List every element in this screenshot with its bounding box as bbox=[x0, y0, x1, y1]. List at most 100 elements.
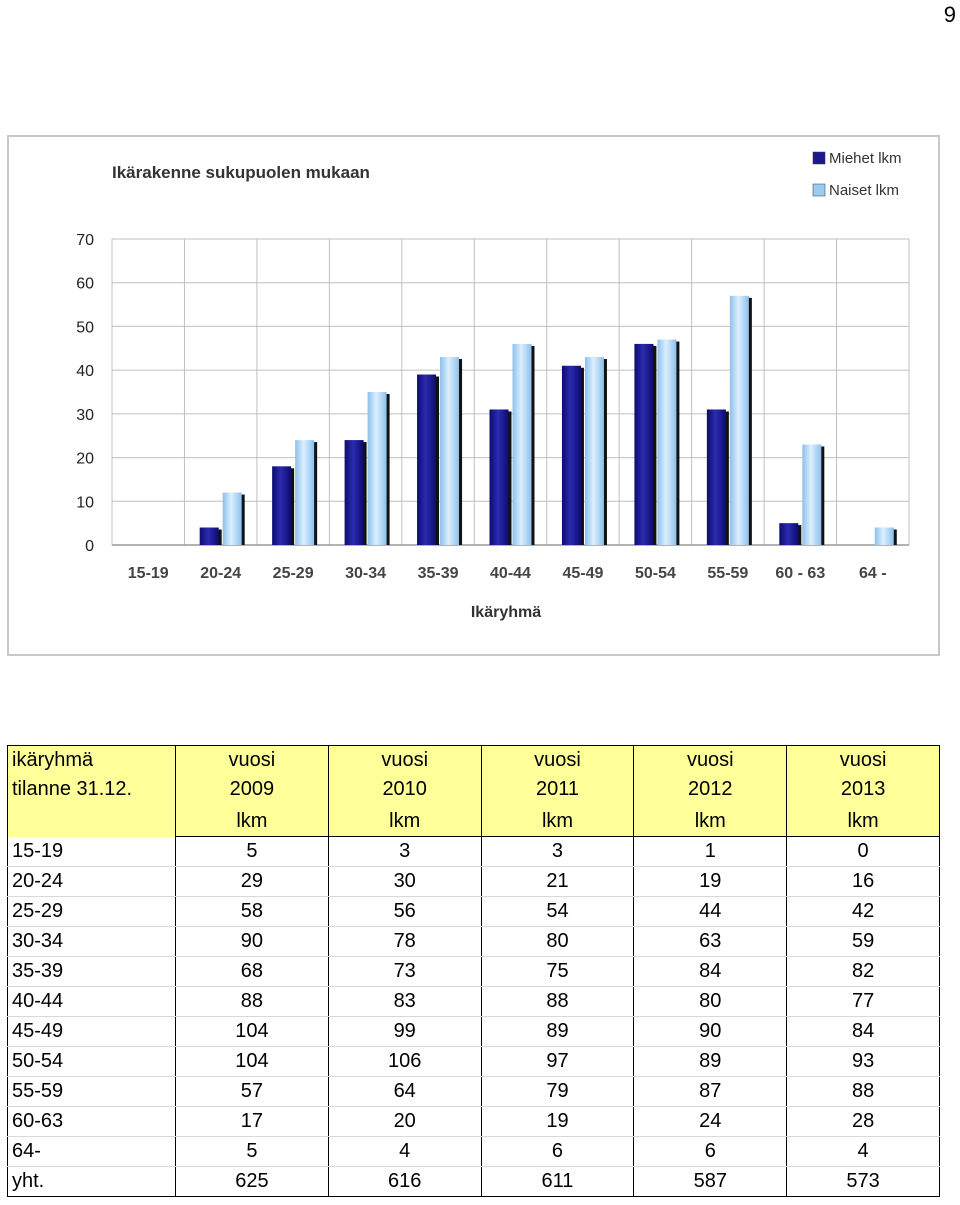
bar-miehet bbox=[272, 466, 292, 545]
row-value: 88 bbox=[175, 986, 329, 1017]
row-value-text: 97 bbox=[546, 1050, 569, 1072]
row-value-text: 587 bbox=[693, 1170, 727, 1192]
table-row: 40-44 88 83 88 80 77 bbox=[7, 986, 940, 1017]
table-header-row: ikäryhmä tilanne 31.12. vuosi 2009 vuosi 2010… bbox=[7, 745, 940, 837]
row-value-text: 54 bbox=[546, 900, 569, 922]
row-age-group: yht. bbox=[7, 1166, 176, 1197]
row-value-text: 89 bbox=[546, 1020, 569, 1042]
row-value-text: 80 bbox=[699, 990, 722, 1012]
x-tick-label: 30-34 bbox=[345, 565, 386, 582]
row-value: 59 bbox=[786, 926, 940, 957]
row-value-text: 90 bbox=[240, 930, 264, 952]
header-year-value: 2009 bbox=[229, 778, 275, 800]
row-age-group: 45-49 bbox=[7, 1016, 176, 1047]
row-value: 63 bbox=[633, 926, 788, 957]
row-value-text: 88 bbox=[546, 990, 569, 1012]
x-tick-label: 20-24 bbox=[200, 565, 241, 582]
row-value-text: 99 bbox=[393, 1020, 416, 1042]
row-age-group: 15-19 bbox=[7, 836, 176, 867]
table-row: 55-59 57 64 79 87 88 bbox=[7, 1076, 940, 1107]
row-value: 88 bbox=[786, 1076, 940, 1107]
bar-miehet bbox=[561, 365, 581, 545]
row-age-group: 40-44 bbox=[7, 986, 176, 1017]
row-value: 3 bbox=[480, 836, 635, 867]
row-value-text: 104 bbox=[235, 1020, 269, 1042]
row-value-text: 88 bbox=[851, 1080, 875, 1102]
row-value: 90 bbox=[175, 926, 329, 957]
row-age-group: 64- bbox=[7, 1136, 176, 1167]
row-value: 16 bbox=[786, 866, 940, 897]
row-value-text: 64 bbox=[393, 1080, 416, 1102]
row-value-text: 19 bbox=[699, 870, 722, 892]
header-unit: lkm bbox=[327, 804, 482, 837]
row-value: 75 bbox=[480, 956, 635, 987]
row-value: 99 bbox=[327, 1016, 482, 1047]
row-value-text: 20 bbox=[393, 1110, 416, 1132]
table-row: 64- 5 4 6 6 4 bbox=[7, 1136, 940, 1167]
bar-miehet bbox=[634, 343, 654, 545]
x-tick-label: 50-54 bbox=[635, 565, 676, 582]
table-row: 35-39 68 73 75 84 82 bbox=[7, 956, 940, 987]
header-unit: lkm bbox=[633, 804, 788, 837]
bar-miehet bbox=[199, 527, 219, 545]
row-value-text: 19 bbox=[546, 1110, 569, 1132]
row-value-text: 84 bbox=[699, 960, 722, 982]
row-value-text: 80 bbox=[546, 930, 569, 952]
header-unit: lkm bbox=[175, 804, 329, 837]
header-year-value: 2011 bbox=[535, 778, 579, 800]
row-value: 611 bbox=[480, 1166, 635, 1197]
page-number: 9 bbox=[943, 2, 956, 27]
row-value: 29 bbox=[175, 866, 329, 897]
table-row: 15-19 5 3 3 1 0 bbox=[7, 836, 940, 867]
row-value-text: 0 bbox=[857, 840, 869, 862]
row-value: 57 bbox=[175, 1076, 329, 1107]
bar-miehet bbox=[417, 374, 437, 545]
row-value: 6 bbox=[480, 1136, 635, 1167]
row-value-text: 6 bbox=[551, 1140, 564, 1162]
row-value-text: 29 bbox=[240, 870, 264, 892]
row-value: 17 bbox=[175, 1106, 329, 1137]
x-tick-label: 60 - 63 bbox=[775, 565, 825, 582]
row-value-text: 44 bbox=[699, 900, 722, 922]
row-value: 89 bbox=[633, 1046, 788, 1077]
row-age-group: 60-63 bbox=[7, 1106, 176, 1137]
row-value-text: 104 bbox=[235, 1050, 269, 1072]
row-value-text: 83 bbox=[393, 990, 416, 1012]
row-value: 24 bbox=[633, 1106, 788, 1137]
table-row: 25-29 58 56 54 44 42 bbox=[7, 896, 940, 927]
row-value: 79 bbox=[480, 1076, 635, 1107]
bar-naiset bbox=[295, 440, 315, 545]
row-value: 83 bbox=[327, 986, 482, 1017]
row-value-text: 24 bbox=[699, 1110, 722, 1132]
row-value-text: 82 bbox=[851, 960, 875, 982]
row-value: 5 bbox=[175, 1136, 329, 1167]
table-row: 60-63 17 20 19 24 28 bbox=[7, 1106, 940, 1137]
header-unit: lkm bbox=[480, 804, 635, 837]
row-value-text: 5 bbox=[246, 840, 258, 862]
table-row: 50-54 104 106 97 89 93 bbox=[7, 1046, 940, 1077]
header-vuosi-label: vuosi bbox=[839, 749, 887, 771]
row-value: 97 bbox=[480, 1046, 635, 1077]
row-value: 90 bbox=[633, 1016, 788, 1047]
row-value: 21 bbox=[480, 866, 635, 897]
row-value: 68 bbox=[175, 956, 329, 987]
row-value: 78 bbox=[327, 926, 482, 957]
row-age-group: 50-54 bbox=[7, 1046, 176, 1077]
row-value-text: 68 bbox=[240, 960, 264, 982]
y-tick-label: 30 bbox=[76, 407, 94, 424]
x-tick-label: 64 - bbox=[859, 565, 887, 582]
row-value-text: 90 bbox=[699, 1020, 722, 1042]
bar-naiset bbox=[729, 295, 749, 545]
header-year-2012: vuosi 2012 bbox=[633, 745, 788, 804]
table-row: yht. 625 616 611 587 573 bbox=[7, 1166, 940, 1197]
row-value-text: 28 bbox=[851, 1110, 875, 1132]
header-vuosi-label: vuosi bbox=[686, 749, 734, 771]
header-vuosi-label: vuosi bbox=[381, 749, 429, 771]
y-tick-label: 50 bbox=[76, 319, 94, 336]
bar-naiset bbox=[874, 527, 894, 545]
y-tick-label: 60 bbox=[76, 276, 94, 293]
row-value: 19 bbox=[633, 866, 788, 897]
row-value: 4 bbox=[327, 1136, 482, 1167]
row-value: 573 bbox=[786, 1166, 940, 1197]
row-value: 93 bbox=[786, 1046, 940, 1077]
